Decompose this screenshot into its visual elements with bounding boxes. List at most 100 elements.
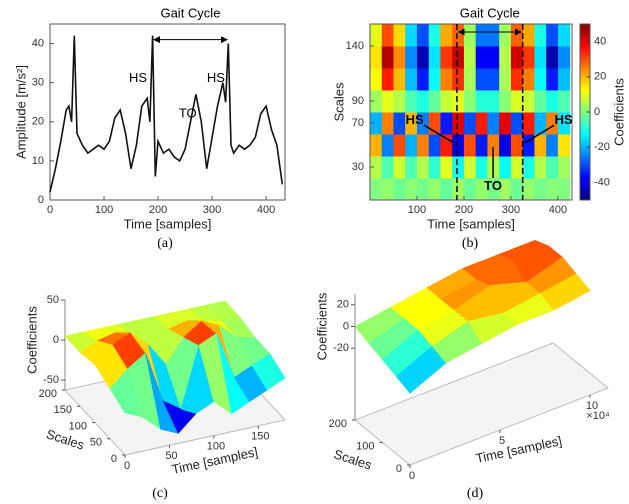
floor xyxy=(354,342,609,466)
heatmap-cell xyxy=(499,68,512,91)
surface-patch xyxy=(539,273,591,311)
heatmap-cell xyxy=(546,178,559,200)
heatmap-cell xyxy=(499,24,512,47)
heatmap-cell xyxy=(475,24,488,47)
y-tick-label: 100 xyxy=(69,420,87,432)
heatmap-cell xyxy=(463,134,477,157)
heatmap-cell xyxy=(463,90,477,113)
heatmap-cell xyxy=(416,156,430,179)
heatmap-cell xyxy=(487,68,500,91)
heatmap-cell xyxy=(487,134,500,157)
y-axis-label: Scales xyxy=(331,82,346,122)
heatmap-cell xyxy=(557,178,571,200)
heatmap-cell xyxy=(405,134,418,157)
heatmap-cell xyxy=(428,90,441,113)
x-tick-label: 0 xyxy=(47,204,53,216)
heatmap-cell xyxy=(381,46,394,69)
annotation: HS xyxy=(555,112,573,127)
heatmap-cell xyxy=(405,112,418,135)
heatmap-cell xyxy=(475,90,488,113)
y-tick-label: 40 xyxy=(32,37,44,49)
heatmap-cell xyxy=(534,178,547,200)
caption: (b) xyxy=(462,236,479,251)
heatmap-cell xyxy=(416,46,430,69)
heatmap-cell xyxy=(370,24,383,47)
y-tick-label: 100 xyxy=(356,440,374,452)
heatmap-cell xyxy=(452,46,465,69)
heatmap-cell xyxy=(534,24,547,47)
heatmap-cell xyxy=(522,24,535,47)
heatmap-cell xyxy=(546,134,559,157)
plot-frame xyxy=(369,23,573,201)
heatmap-cell xyxy=(546,46,559,69)
heatmap-cell xyxy=(510,68,524,91)
y-tick-label: 90 xyxy=(352,95,364,107)
annotation: TO xyxy=(179,105,197,120)
heatmap-cell xyxy=(522,90,535,113)
heatmap-cell xyxy=(510,156,524,179)
heatmap-cell xyxy=(475,112,488,135)
heatmap-cell xyxy=(428,24,441,47)
heatmap-cell xyxy=(499,134,512,157)
y-tick-label: 0 xyxy=(111,453,117,465)
heatmap-cell xyxy=(499,112,512,135)
heatmap-cell xyxy=(452,68,465,91)
heatmap-cell xyxy=(393,134,406,157)
x-tick-label: 0 xyxy=(409,470,415,482)
y-tick-label: 10 xyxy=(32,155,44,167)
heatmap-cell xyxy=(463,178,477,200)
x-tick-label: 5 xyxy=(499,435,505,447)
heatmap-cell xyxy=(393,24,406,47)
x-tick-label: 150 xyxy=(251,431,269,443)
signal-line xyxy=(49,35,284,193)
heatmap-cell xyxy=(546,68,559,91)
heatmap-cell xyxy=(487,112,500,135)
heatmap-cell xyxy=(510,178,524,200)
heatmap-cell xyxy=(440,156,453,179)
heatmap-cell xyxy=(428,134,441,157)
z-tick-label: -20 xyxy=(333,342,349,354)
heatmap-cell xyxy=(393,90,406,113)
heatmap-cell xyxy=(428,112,441,135)
x-axis-label: Time [samples] xyxy=(124,216,212,231)
heatmap-cell xyxy=(370,68,383,91)
x-tick-label: 10 xyxy=(586,400,598,412)
colorbar-tick-label: -20 xyxy=(594,141,610,153)
heatmap-cell xyxy=(510,24,524,47)
heatmap-cell xyxy=(452,178,465,200)
heatmap-cell xyxy=(440,68,453,91)
colorbar-tick-label: 0 xyxy=(594,106,600,118)
heatmap-cell xyxy=(557,134,571,157)
annotation: HS xyxy=(207,70,225,85)
z-tick-label: -50 xyxy=(43,374,59,386)
annotation: HS xyxy=(129,70,147,85)
colorbar-tick-label: -40 xyxy=(594,176,610,188)
heatmap-cell xyxy=(487,178,500,200)
heatmap-cell xyxy=(393,68,406,91)
annotation: TO xyxy=(484,178,502,193)
heatmap-cell xyxy=(440,24,453,47)
heatmap-cell xyxy=(463,46,477,69)
heatmap-cell xyxy=(510,90,524,113)
x-tick-label: 200 xyxy=(149,204,167,216)
heatmap-cell xyxy=(370,134,383,157)
y-tick-label: 140 xyxy=(346,40,364,52)
x-axis-label: Time [samples] xyxy=(427,216,515,231)
heatmap-cell xyxy=(452,24,465,47)
heatmap-cell xyxy=(522,68,535,91)
x-tick-label: 400 xyxy=(549,204,567,216)
x-multiplier: ×10⁴ xyxy=(586,410,610,422)
heatmap-cell xyxy=(534,112,547,135)
heatmap-cell xyxy=(370,90,383,113)
heatmap-cell xyxy=(522,178,535,200)
heatmap-cell xyxy=(440,46,453,69)
x-tick-label: 100 xyxy=(408,204,426,216)
heatmap-cell xyxy=(381,24,394,47)
y-tick-label: 30 xyxy=(32,77,44,89)
heatmap-cell xyxy=(416,24,430,47)
heatmap-cell xyxy=(546,90,559,113)
heatmap-cell xyxy=(416,134,430,157)
heatmap-cell xyxy=(463,68,477,91)
heatmap-cell xyxy=(475,178,488,200)
heatmap-cell xyxy=(393,112,406,135)
